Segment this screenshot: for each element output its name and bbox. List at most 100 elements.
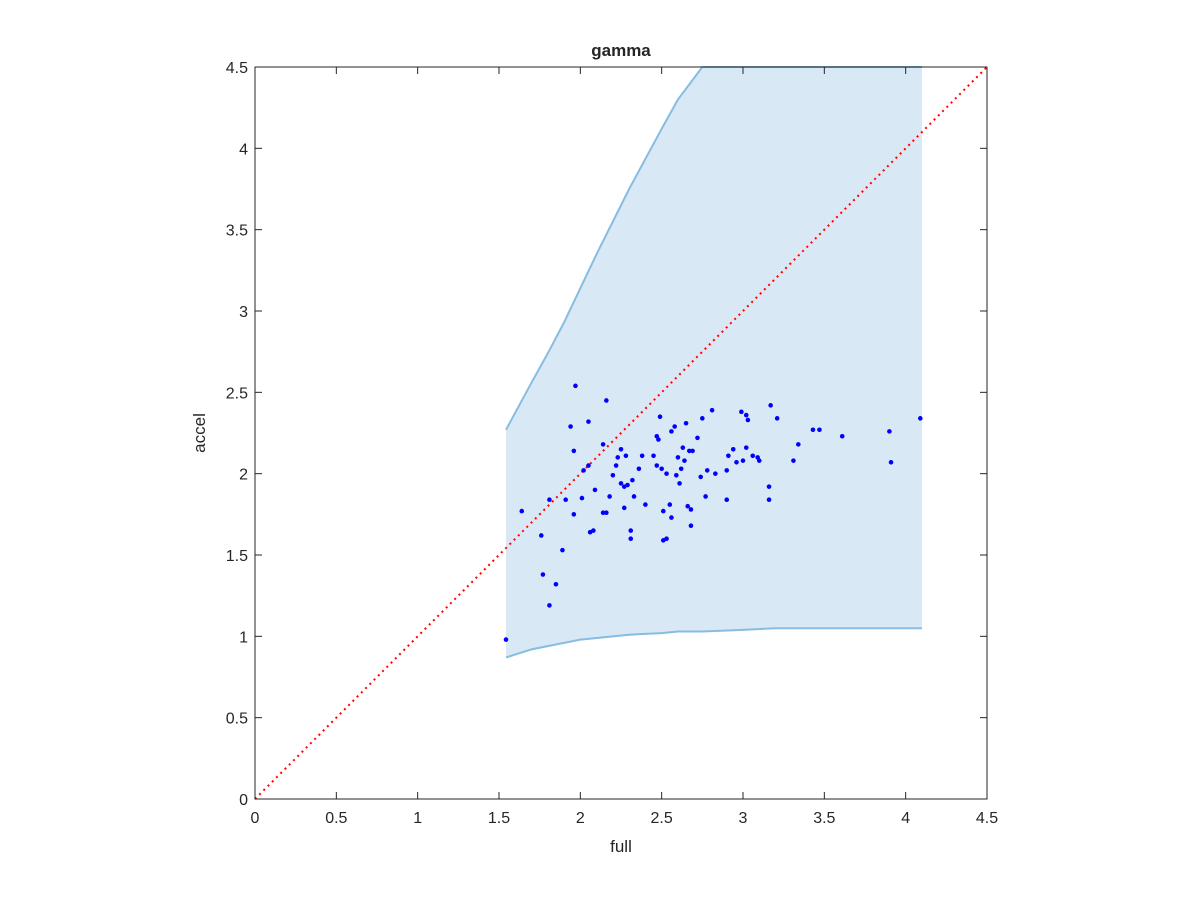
point — [774, 416, 780, 421]
point — [698, 474, 704, 480]
point — [664, 471, 669, 476]
point — [687, 448, 692, 454]
point — [651, 453, 656, 459]
x-tick-label: 3 — [739, 810, 748, 827]
point — [628, 536, 634, 542]
point — [669, 429, 674, 434]
point — [643, 502, 648, 507]
point — [656, 437, 661, 442]
point — [677, 481, 682, 486]
point — [756, 458, 762, 463]
point — [724, 497, 730, 502]
point — [604, 398, 609, 403]
point — [743, 445, 749, 450]
point — [683, 420, 689, 426]
y-axis-label: accel — [190, 413, 209, 453]
x-tick-label: 2 — [576, 810, 585, 827]
point — [610, 472, 616, 478]
y-tick-label: 1 — [239, 629, 248, 646]
point — [503, 637, 509, 642]
point — [586, 463, 591, 468]
y-tick-label: 2.5 — [226, 385, 248, 402]
point — [615, 455, 621, 460]
y-tick-label: 3.5 — [226, 223, 248, 240]
point — [766, 484, 772, 489]
point — [695, 435, 700, 441]
point — [768, 403, 773, 408]
point — [623, 453, 629, 459]
point — [571, 512, 577, 517]
point — [743, 412, 749, 418]
point — [839, 433, 845, 439]
point — [654, 463, 660, 468]
y-tick-label: 4.5 — [226, 60, 248, 77]
band-lower-line — [505, 627, 922, 659]
point — [636, 466, 642, 472]
point — [600, 510, 606, 516]
x-tick-label: 0 — [251, 810, 260, 827]
point — [618, 446, 624, 452]
point — [688, 507, 694, 512]
axes-box — [254, 66, 988, 800]
point — [630, 477, 635, 483]
point — [713, 471, 718, 476]
x-tick-label: 3.5 — [813, 810, 835, 827]
x-tick-label: 1.5 — [488, 810, 510, 827]
point — [674, 472, 679, 478]
point — [734, 459, 739, 465]
point — [726, 453, 731, 459]
point — [791, 458, 796, 463]
point — [678, 466, 684, 472]
point — [700, 416, 705, 421]
point — [600, 442, 606, 447]
chart-title: gamma — [591, 41, 651, 60]
point — [604, 510, 609, 516]
point — [631, 494, 637, 499]
point — [607, 494, 612, 499]
point — [613, 463, 619, 468]
point — [709, 407, 715, 413]
point — [586, 419, 591, 424]
point — [579, 495, 585, 501]
point — [675, 455, 681, 460]
point — [540, 572, 546, 577]
x-axis-label: full — [610, 837, 632, 856]
y-tick-label: 0 — [239, 792, 248, 809]
point — [817, 427, 822, 433]
point — [690, 448, 695, 454]
point — [591, 528, 596, 533]
point — [639, 453, 645, 459]
x-tick-label: 2.5 — [651, 810, 673, 827]
x-tick-label: 4 — [901, 810, 910, 827]
confidence-band — [505, 67, 922, 658]
point — [628, 528, 634, 533]
point — [571, 448, 577, 454]
point — [667, 502, 673, 507]
point — [810, 427, 816, 433]
point — [547, 497, 552, 502]
y-tick-label: 2 — [239, 467, 248, 484]
point — [538, 533, 544, 538]
point — [730, 446, 736, 452]
point — [547, 603, 552, 608]
point — [703, 494, 708, 499]
point — [621, 505, 627, 511]
point — [796, 442, 801, 447]
point — [659, 466, 664, 472]
y-tick-label: 4 — [239, 141, 248, 158]
point — [568, 424, 573, 429]
reference-line — [254, 66, 988, 800]
point — [672, 424, 677, 429]
point — [704, 468, 710, 473]
point — [688, 523, 694, 529]
point — [918, 416, 923, 421]
point — [888, 459, 894, 465]
point — [560, 547, 565, 553]
point — [724, 468, 730, 473]
point — [519, 508, 525, 514]
point — [625, 482, 630, 488]
x-tick-label: 0.5 — [325, 810, 347, 827]
point — [618, 481, 624, 486]
